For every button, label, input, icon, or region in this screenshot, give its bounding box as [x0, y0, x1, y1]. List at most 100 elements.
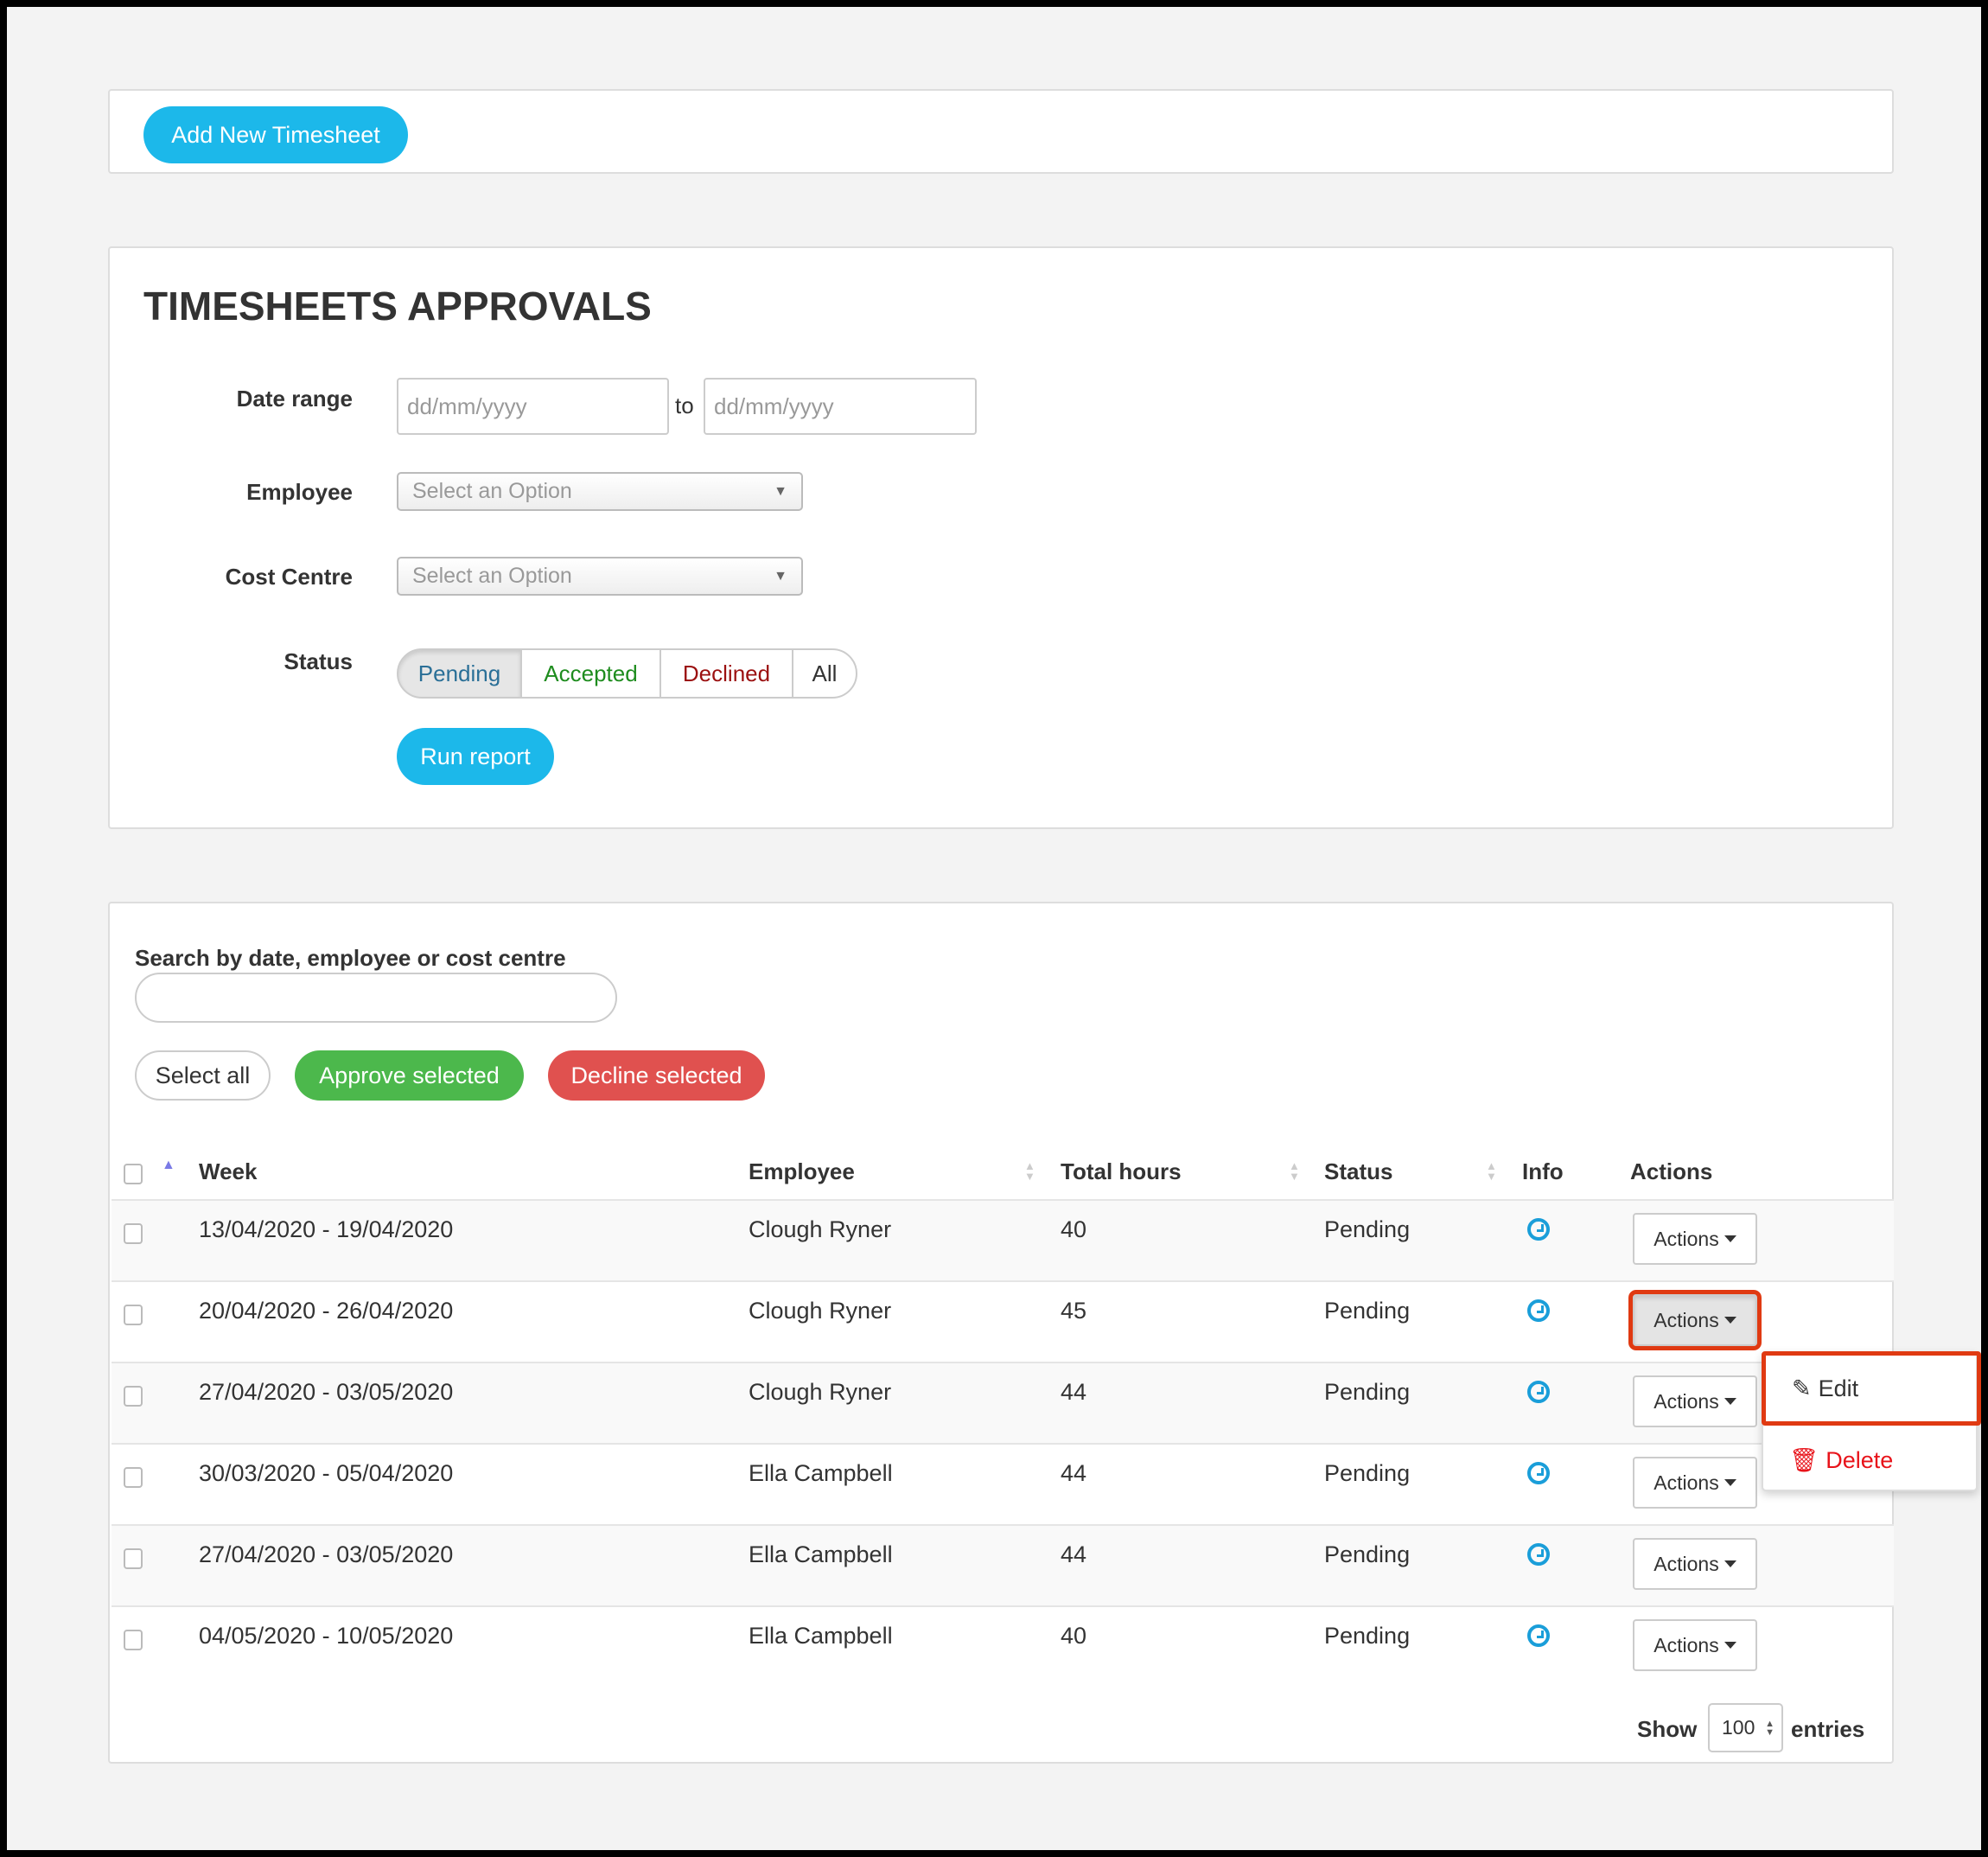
row-checkbox[interactable] — [124, 1305, 143, 1325]
status-accepted[interactable]: Accepted — [520, 648, 661, 699]
status-label: Status — [284, 648, 353, 674]
cost-centre-select[interactable]: Select an Option ▼ — [397, 557, 803, 596]
search-input[interactable] — [135, 973, 617, 1023]
cell-week: 13/04/2020 - 19/04/2020 — [199, 1216, 454, 1242]
cell-status: Pending — [1324, 1216, 1411, 1242]
cell-employee: Clough Ryner — [749, 1298, 892, 1324]
sort-icon[interactable]: ▲ ▼ — [1486, 1159, 1497, 1183]
dropdown-arrow-icon: ▼ — [774, 483, 787, 499]
actions-label: Actions — [1653, 1633, 1719, 1656]
approve-selected-button[interactable]: Approve selected — [295, 1050, 524, 1101]
clock-info-icon[interactable] — [1527, 1218, 1550, 1241]
column-info: Info — [1522, 1158, 1564, 1184]
cell-total-hours: 45 — [1061, 1298, 1087, 1324]
actions-button[interactable]: Actions — [1633, 1457, 1757, 1509]
clock-info-icon[interactable] — [1527, 1543, 1550, 1566]
actions-label: Actions — [1653, 1308, 1719, 1331]
cell-employee: Ella Campbell — [749, 1541, 893, 1567]
menu-item-delete[interactable]: 🗑 Delete — [1789, 1446, 1893, 1474]
cell-total-hours: 40 — [1061, 1216, 1087, 1242]
menu-item-edit[interactable]: ✎ Edit — [1762, 1351, 1981, 1426]
status-declined[interactable]: Declined — [659, 648, 793, 699]
caret-down-icon — [1724, 1479, 1736, 1486]
table-row: 30/03/2020 - 05/04/2020 Ella Campbell 44… — [112, 1443, 1894, 1524]
actions-button[interactable]: Actions — [1633, 1538, 1757, 1590]
actions-button[interactable]: Actions — [1633, 1375, 1757, 1427]
cell-employee: Clough Ryner — [749, 1216, 892, 1242]
select-all-checkbox[interactable] — [124, 1164, 143, 1184]
column-status[interactable]: Status — [1324, 1158, 1393, 1184]
column-week[interactable]: Week — [199, 1158, 258, 1184]
sort-asc-icon[interactable]: ▲ — [162, 1158, 175, 1172]
run-report-button[interactable]: Run report — [397, 728, 554, 785]
show-label: Show — [1637, 1716, 1698, 1742]
status-all[interactable]: All — [792, 648, 857, 699]
row-checkbox[interactable] — [124, 1630, 143, 1650]
employee-select-value: Select an Option — [412, 479, 572, 503]
trash-icon: 🗑 — [1789, 1447, 1819, 1473]
column-total-hours[interactable]: Total hours — [1061, 1158, 1182, 1184]
cell-week: 27/04/2020 - 03/05/2020 — [199, 1541, 454, 1567]
actions-label: Actions — [1653, 1471, 1719, 1494]
page-title: TIMESHEETS APPROVALS — [143, 284, 652, 329]
table-row: 27/04/2020 - 03/05/2020 Ella Campbell 44… — [112, 1524, 1894, 1605]
actions-label: Actions — [1653, 1227, 1719, 1250]
column-actions: Actions — [1630, 1158, 1713, 1184]
row-checkbox[interactable] — [124, 1548, 143, 1569]
clock-info-icon[interactable] — [1527, 1299, 1550, 1322]
table-row: 20/04/2020 - 26/04/2020 Clough Ryner 45 … — [112, 1280, 1894, 1362]
caret-down-icon — [1724, 1398, 1736, 1405]
entries-label: entries — [1791, 1716, 1865, 1742]
clock-info-icon[interactable] — [1527, 1624, 1550, 1647]
spinner-arrows-icon: ▲ ▼ — [1765, 1718, 1775, 1738]
cell-week: 30/03/2020 - 05/04/2020 — [199, 1460, 454, 1486]
to-label: to — [675, 392, 694, 418]
date-to-input[interactable]: dd/mm/yyyy — [704, 378, 977, 435]
row-checkbox[interactable] — [124, 1386, 143, 1407]
filters-card: TIMESHEETS APPROVALS — [108, 246, 1894, 829]
actions-label: Actions — [1653, 1389, 1719, 1413]
table-row: 04/05/2020 - 10/05/2020 Ella Campbell 40… — [112, 1605, 1894, 1687]
page: Add New Timesheet TIMESHEETS APPROVALS D… — [7, 7, 1981, 1850]
actions-dropdown-menu: ✎ Edit 🗑 Delete — [1762, 1351, 1981, 1491]
cell-employee: Ella Campbell — [749, 1460, 893, 1486]
sort-icon[interactable]: ▲ ▼ — [1289, 1159, 1300, 1183]
cell-employee: Ella Campbell — [749, 1623, 893, 1649]
select-all-button[interactable]: Select all — [135, 1050, 271, 1101]
cell-total-hours: 44 — [1061, 1379, 1087, 1405]
actions-button[interactable]: Actions — [1633, 1619, 1757, 1671]
row-checkbox[interactable] — [124, 1467, 143, 1488]
column-employee[interactable]: Employee — [749, 1158, 855, 1184]
pencil-icon: ✎ — [1792, 1375, 1812, 1401]
cell-week: 20/04/2020 - 26/04/2020 — [199, 1298, 454, 1324]
results-card: Search by date, employee or cost centre … — [108, 902, 1894, 1764]
actions-button[interactable]: Actions — [1633, 1213, 1757, 1265]
employee-select[interactable]: Select an Option ▼ — [397, 472, 803, 511]
status-pending[interactable]: Pending — [397, 648, 522, 699]
cell-employee: Clough Ryner — [749, 1379, 892, 1405]
date-range-label: Date range — [236, 386, 353, 412]
date-from-input[interactable]: dd/mm/yyyy — [397, 378, 669, 435]
cell-week: 27/04/2020 - 03/05/2020 — [199, 1379, 454, 1405]
clock-info-icon[interactable] — [1527, 1462, 1550, 1484]
cell-status: Pending — [1324, 1460, 1411, 1486]
actions-button[interactable]: Actions — [1628, 1290, 1762, 1350]
edit-label: Edit — [1818, 1375, 1859, 1401]
cell-status: Pending — [1324, 1541, 1411, 1567]
decline-selected-button[interactable]: Decline selected — [548, 1050, 765, 1101]
row-checkbox[interactable] — [124, 1223, 143, 1244]
clock-info-icon[interactable] — [1527, 1381, 1550, 1403]
sort-icon[interactable]: ▲ ▼ — [1024, 1159, 1035, 1183]
caret-down-icon — [1724, 1317, 1736, 1324]
toolbar-card: Add New Timesheet — [108, 89, 1894, 174]
cell-status: Pending — [1324, 1298, 1411, 1324]
entries-select[interactable]: 100 ▲ ▼ — [1708, 1703, 1783, 1752]
actions-label: Actions — [1653, 1552, 1719, 1575]
caret-down-icon — [1724, 1235, 1736, 1242]
cell-week: 04/05/2020 - 10/05/2020 — [199, 1623, 454, 1649]
cost-centre-label: Cost Centre — [225, 564, 353, 590]
cell-total-hours: 44 — [1061, 1460, 1087, 1486]
table-row: 27/04/2020 - 03/05/2020 Clough Ryner 44 … — [112, 1362, 1894, 1443]
add-new-timesheet-button[interactable]: Add New Timesheet — [143, 106, 408, 163]
delete-label: Delete — [1826, 1447, 1894, 1473]
